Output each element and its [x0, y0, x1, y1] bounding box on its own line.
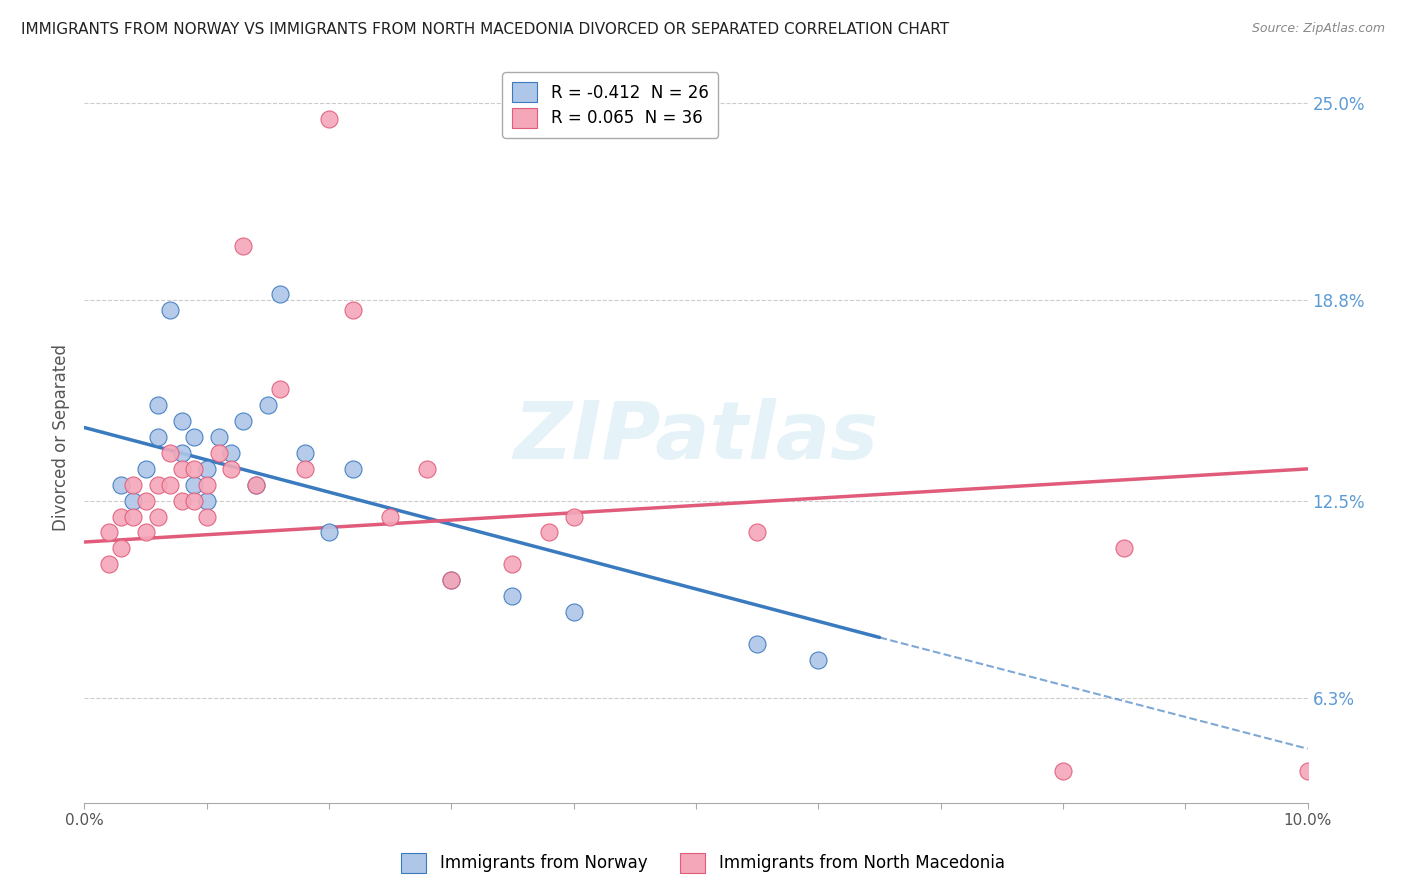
Point: [146, 509, 169, 524]
Point: [159, 302, 181, 317]
Point: [502, 589, 524, 603]
Point: [195, 477, 218, 491]
Point: [97, 525, 120, 540]
Point: [172, 462, 194, 476]
Point: [219, 462, 242, 476]
Point: [1114, 541, 1136, 556]
Point: [208, 430, 231, 444]
Point: [172, 446, 194, 460]
Point: [562, 605, 585, 619]
Text: ZIPatlas: ZIPatlas: [513, 398, 879, 476]
Point: [110, 477, 132, 491]
Point: [183, 493, 205, 508]
Point: [269, 287, 291, 301]
Point: [195, 493, 218, 508]
Point: [183, 477, 205, 491]
Point: [110, 509, 132, 524]
Y-axis label: Divorced or Separated: Divorced or Separated: [52, 343, 70, 531]
Text: Source: ZipAtlas.com: Source: ZipAtlas.com: [1251, 22, 1385, 36]
Point: [747, 637, 769, 651]
Point: [110, 541, 132, 556]
Point: [232, 239, 254, 253]
Point: [146, 477, 169, 491]
Point: [146, 430, 169, 444]
Point: [807, 653, 830, 667]
Point: [122, 493, 145, 508]
Point: [159, 446, 181, 460]
Point: [183, 462, 205, 476]
Legend: Immigrants from Norway, Immigrants from North Macedonia: Immigrants from Norway, Immigrants from …: [395, 847, 1011, 880]
Point: [146, 398, 169, 412]
Point: [1052, 764, 1074, 778]
Point: [122, 509, 145, 524]
Point: [257, 398, 280, 412]
Point: [502, 558, 524, 572]
Point: [97, 558, 120, 572]
Point: [416, 462, 439, 476]
Point: [135, 493, 157, 508]
Point: [294, 462, 316, 476]
Point: [342, 462, 364, 476]
Point: [440, 573, 463, 587]
Point: [245, 477, 267, 491]
Point: [195, 462, 218, 476]
Point: [219, 446, 242, 460]
Point: [135, 525, 157, 540]
Point: [440, 573, 463, 587]
Point: [1296, 764, 1319, 778]
Point: [159, 477, 181, 491]
Point: [208, 446, 231, 460]
Point: [318, 525, 340, 540]
Point: [380, 509, 402, 524]
Legend: R = -0.412  N = 26, R = 0.065  N = 36: R = -0.412 N = 26, R = 0.065 N = 36: [502, 72, 718, 137]
Point: [538, 525, 561, 540]
Point: [294, 446, 316, 460]
Text: IMMIGRANTS FROM NORWAY VS IMMIGRANTS FROM NORTH MACEDONIA DIVORCED OR SEPARATED : IMMIGRANTS FROM NORWAY VS IMMIGRANTS FRO…: [21, 22, 949, 37]
Point: [195, 509, 218, 524]
Point: [183, 430, 205, 444]
Point: [747, 525, 769, 540]
Point: [172, 493, 194, 508]
Point: [318, 112, 340, 126]
Point: [245, 477, 267, 491]
Point: [135, 462, 157, 476]
Point: [562, 509, 585, 524]
Point: [232, 414, 254, 428]
Point: [269, 383, 291, 397]
Point: [122, 477, 145, 491]
Point: [342, 302, 364, 317]
Point: [172, 414, 194, 428]
